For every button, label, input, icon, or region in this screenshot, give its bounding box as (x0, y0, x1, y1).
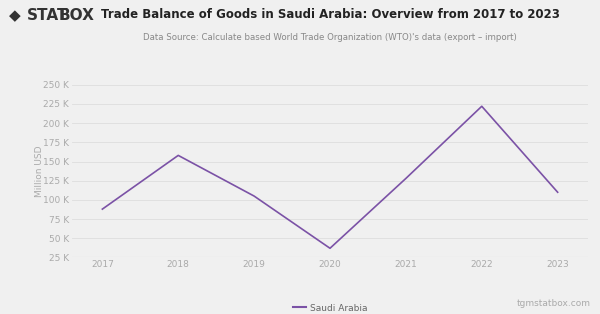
Text: BOX: BOX (59, 8, 95, 23)
Text: ◆: ◆ (9, 8, 21, 23)
Text: STAT: STAT (27, 8, 68, 23)
Legend: Saudi Arabia: Saudi Arabia (289, 300, 371, 314)
Y-axis label: Million USD: Million USD (35, 145, 44, 197)
Text: Data Source: Calculate based World Trade Organization (WTO)'s data (export – imp: Data Source: Calculate based World Trade… (143, 33, 517, 42)
Text: tgmstatbox.com: tgmstatbox.com (517, 299, 591, 308)
Text: Trade Balance of Goods in Saudi Arabia: Overview from 2017 to 2023: Trade Balance of Goods in Saudi Arabia: … (101, 8, 559, 21)
